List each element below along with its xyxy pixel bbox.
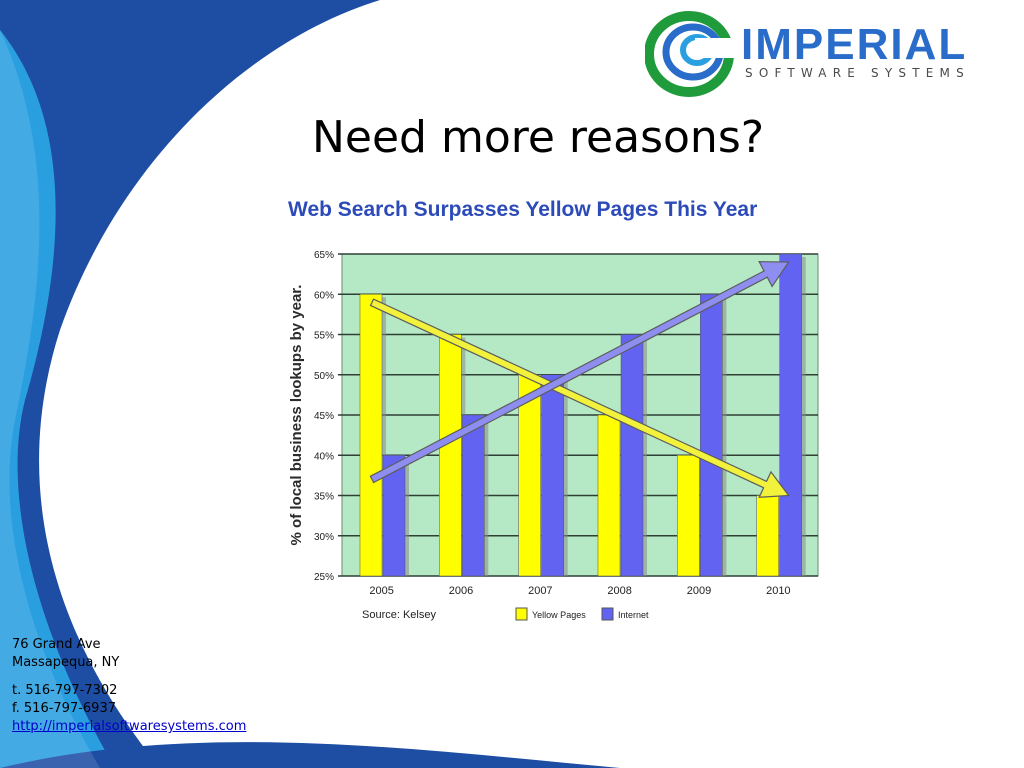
y-axis-label: % of local business lookups by year. xyxy=(288,285,305,546)
bar-internet xyxy=(541,374,564,577)
bar-internet xyxy=(620,334,644,577)
y-tick-label: 55% xyxy=(314,331,334,342)
background-curve-dark xyxy=(0,0,380,768)
legend-label: Yellow Pages xyxy=(532,610,586,620)
x-tick-label: 2007 xyxy=(528,585,552,597)
y-tick-label: 65% xyxy=(314,250,334,261)
contact-info: 76 Grand Ave Massapequa, NY t. 516-797-7… xyxy=(12,636,246,736)
bar-internet xyxy=(700,294,723,577)
company-logo: IMPERIAL SOFTWARE SYSTEMS xyxy=(645,8,1015,100)
fax-number: f. 516-797-6937 xyxy=(12,701,116,716)
bar-internet xyxy=(382,455,406,577)
legend-label: Internet xyxy=(618,610,649,620)
x-tick-label: 2005 xyxy=(369,585,393,597)
legend-swatch xyxy=(515,607,528,621)
chart-title: Web Search Surpasses Yellow Pages This Y… xyxy=(288,198,757,221)
x-tick-label: 2009 xyxy=(687,585,711,597)
y-tick-label: 50% xyxy=(314,371,334,382)
background-swoosh-white xyxy=(0,30,100,768)
y-tick-label: 60% xyxy=(314,290,334,301)
y-tick-label: 35% xyxy=(314,492,334,503)
y-tick-label: 30% xyxy=(314,532,334,543)
phone-number: t. 516-797-7302 xyxy=(12,683,118,698)
legend-swatch xyxy=(601,607,614,621)
y-tick-label: 40% xyxy=(314,451,334,462)
logo-swirl-icon xyxy=(645,11,735,97)
slide-title: Need more reasons? xyxy=(312,112,765,163)
chart-source: Source: Kelsey xyxy=(362,609,436,621)
bar-internet xyxy=(779,253,802,577)
address-line2: Massapequa, NY xyxy=(12,655,120,670)
bar-yellow-pages xyxy=(359,294,383,577)
bar-yellow-pages xyxy=(439,334,462,577)
background-curve-light xyxy=(0,30,115,768)
bar-internet xyxy=(462,414,485,577)
background-swoosh-bottom xyxy=(0,742,620,768)
logo-wordmark: IMPERIAL xyxy=(741,20,968,69)
x-tick-label: 2010 xyxy=(766,585,790,597)
trend-arrow-down xyxy=(369,298,790,498)
y-tick-label: 25% xyxy=(314,572,334,583)
address-line1: 76 Grand Ave xyxy=(12,637,101,652)
bar-yellow-pages xyxy=(597,414,621,577)
logo-tagline: SOFTWARE SYSTEMS xyxy=(745,66,970,80)
bar-chart: Web Search Surpasses Yellow Pages This Y… xyxy=(288,198,819,621)
x-tick-label: 2006 xyxy=(449,585,473,597)
trend-arrow-up xyxy=(369,261,790,484)
y-tick-label: 45% xyxy=(314,411,334,422)
website-link[interactable]: http://imperialsoftwaresystems.com xyxy=(12,719,247,734)
bar-yellow-pages xyxy=(677,455,700,577)
x-tick-label: 2008 xyxy=(607,585,631,597)
bar-yellow-pages xyxy=(756,495,779,577)
